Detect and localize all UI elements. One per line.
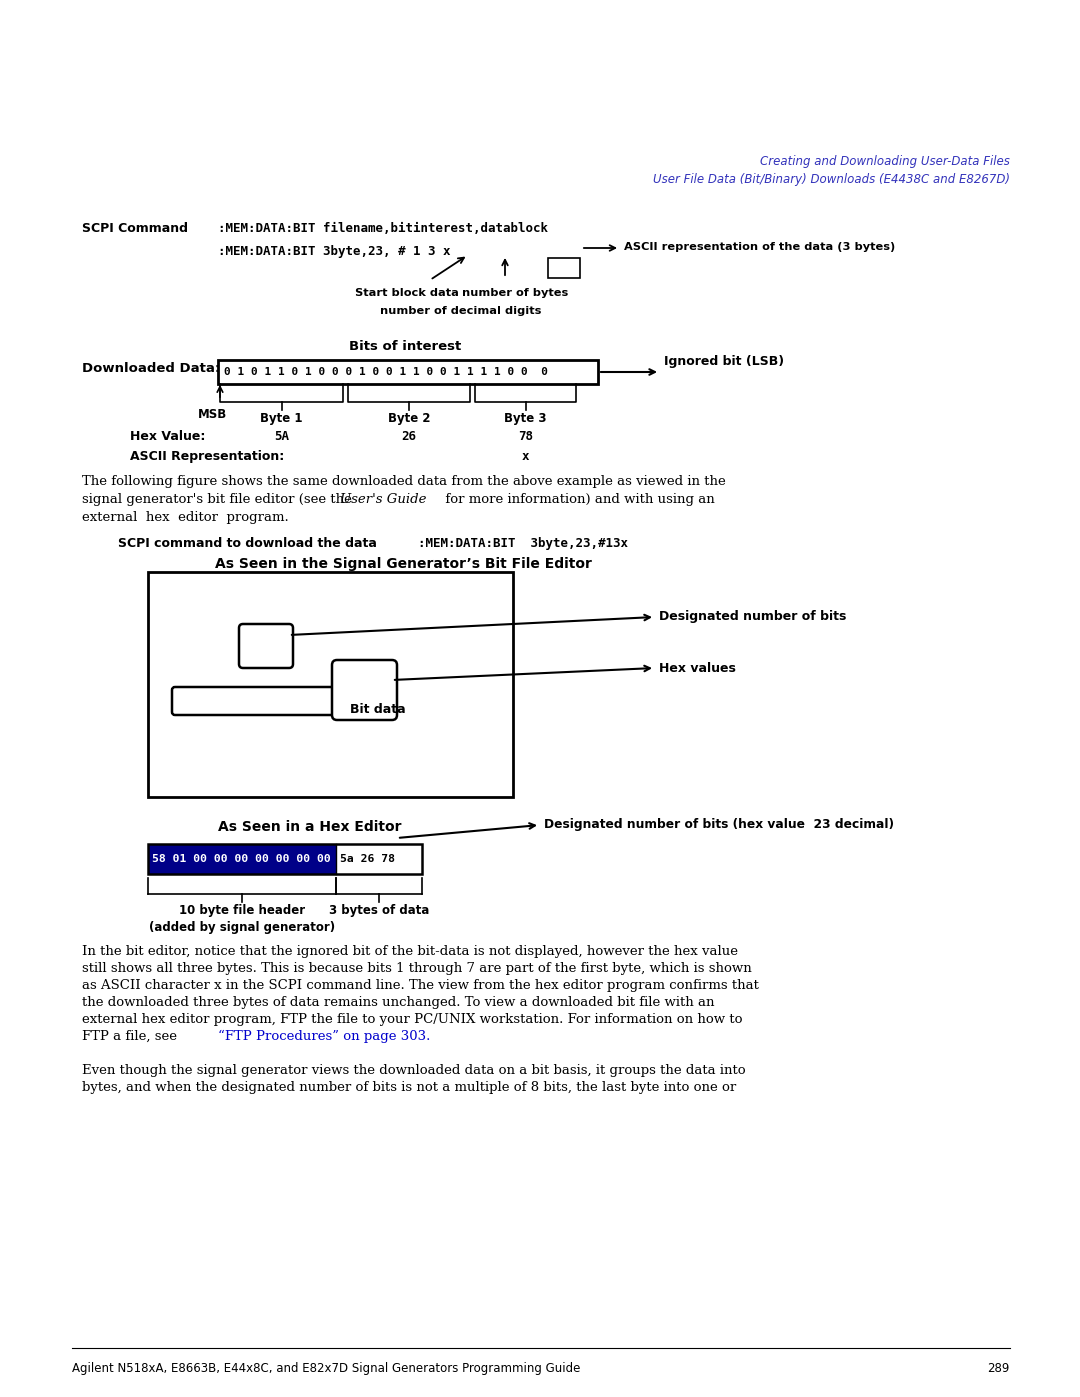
Text: SCPI Command: SCPI Command [82,222,188,235]
Text: still shows all three bytes. This is because bits 1 through 7 are part of the fi: still shows all three bytes. This is bec… [82,963,752,975]
Text: As Seen in a Hex Editor: As Seen in a Hex Editor [218,820,402,834]
Text: 78: 78 [518,430,534,443]
Text: bytes, and when the designated number of bits is not a multiple of 8 bits, the l: bytes, and when the designated number of… [82,1081,737,1094]
Text: Byte 3: Byte 3 [504,412,546,425]
Bar [148,571,513,798]
FancyBboxPatch shape [332,659,397,719]
Text: User's Guide: User's Guide [340,493,427,506]
Bar [148,844,336,875]
Text: 0 1 0 1 1 0 1 0 0 0 1 0 0 1 1 0 0 1 1 1 1 0 0  0: 0 1 0 1 1 0 1 0 0 0 1 0 0 1 1 0 0 1 1 1 … [224,367,548,377]
Text: 26: 26 [402,430,417,443]
Text: 10 byte file header
(added by signal generator): 10 byte file header (added by signal gen… [149,904,335,935]
Text: 289: 289 [987,1362,1010,1375]
Text: User File Data (Bit/Binary) Downloads (E4438C and E8267D): User File Data (Bit/Binary) Downloads (E… [653,173,1010,186]
Text: Hex values: Hex values [659,662,735,675]
Text: the downloaded three bytes of data remains unchanged. To view a downloaded bit f: the downloaded three bytes of data remai… [82,996,715,1009]
Text: SCPI command to download the data: SCPI command to download the data [118,536,377,550]
Text: Bit data: Bit data [350,703,406,717]
Text: Designated number of bits (hex value  23 decimal): Designated number of bits (hex value 23 … [544,819,894,831]
Text: Downloaded Data:: Downloaded Data: [82,362,220,374]
Text: Bits of interest: Bits of interest [349,339,461,353]
Text: Even though the signal generator views the downloaded data on a bit basis, it gr: Even though the signal generator views t… [82,1065,745,1077]
Text: :MEM:DATA:BIT 3byte,23, # 1 3 x: :MEM:DATA:BIT 3byte,23, # 1 3 x [218,244,450,258]
Text: Creating and Downloading User-Data Files: Creating and Downloading User-Data Files [760,155,1010,168]
Text: Designated number of bits: Designated number of bits [659,610,847,623]
Text: :MEM:DATA:BIT  3byte,23,#13x: :MEM:DATA:BIT 3byte,23,#13x [418,536,627,550]
Text: Byte 2: Byte 2 [388,412,430,425]
Text: number of bytes: number of bytes [462,288,568,298]
Text: Ignored bit (LSB): Ignored bit (LSB) [664,355,784,367]
Text: Hex Value:: Hex Value: [130,430,205,443]
Bar [148,844,422,875]
Text: 5a 26 78: 5a 26 78 [340,854,395,863]
Text: “FTP Procedures” on page 303.: “FTP Procedures” on page 303. [218,1030,430,1044]
Text: In the bit editor, notice that the ignored bit of the bit‑data is not displayed,: In the bit editor, notice that the ignor… [82,944,738,958]
Text: 5A: 5A [274,430,289,443]
Text: x: x [522,450,529,462]
Text: ASCII representation of the data (3 bytes): ASCII representation of the data (3 byte… [624,242,895,251]
Text: FTP a file, see: FTP a file, see [82,1030,181,1044]
Text: :MEM:DATA:BIT filename,bitinterest,datablock: :MEM:DATA:BIT filename,bitinterest,datab… [218,222,548,235]
FancyBboxPatch shape [239,624,293,668]
Text: Agilent N518xA, E8663B, E44x8C, and E82x7D Signal Generators Programming Guide: Agilent N518xA, E8663B, E44x8C, and E82x… [72,1362,580,1375]
Text: Byte 1: Byte 1 [260,412,302,425]
Text: Start block data: Start block data [355,288,459,298]
Text: The following figure shows the same downloaded data from the above example as vi: The following figure shows the same down… [82,475,726,488]
Text: signal generator's bit file editor (see the                      for more inform: signal generator's bit file editor (see … [82,493,715,506]
Bar [548,258,580,278]
Text: 58 01 00 00 00 00 00 00 00 17: 58 01 00 00 00 00 00 00 00 17 [152,854,351,863]
Text: ASCII Representation:: ASCII Representation: [130,450,284,462]
Text: As Seen in the Signal Generator’s Bit File Editor: As Seen in the Signal Generator’s Bit Fi… [215,557,592,571]
Text: number of decimal digits: number of decimal digits [380,306,541,316]
Text: external hex editor program, FTP the file to your PC/UNIX workstation. For infor: external hex editor program, FTP the fil… [82,1013,743,1025]
Text: 3 bytes of data: 3 bytes of data [328,904,429,916]
FancyBboxPatch shape [172,687,348,715]
Bar [218,360,598,384]
Text: MSB: MSB [198,408,227,420]
Text: as ASCII character x in the SCPI command line. The view from the hex editor prog: as ASCII character x in the SCPI command… [82,979,759,992]
Bar [336,844,422,875]
Text: external  hex  editor  program.: external hex editor program. [82,511,288,524]
